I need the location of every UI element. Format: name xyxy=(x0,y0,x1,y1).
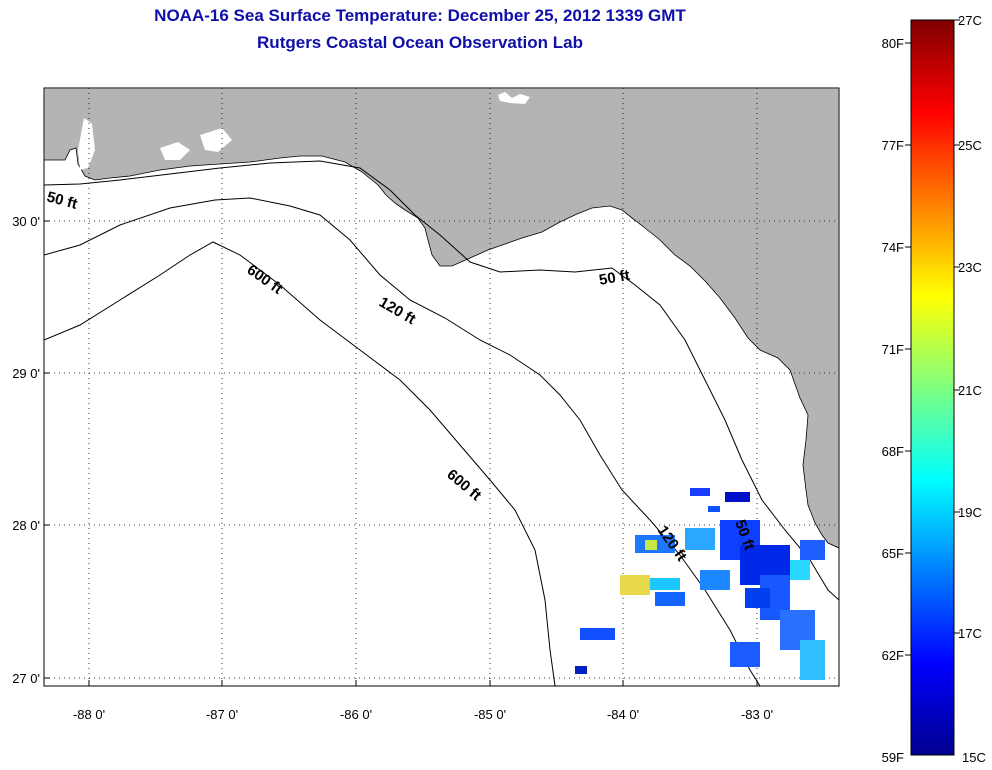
colorbar-c-label: 17C xyxy=(958,626,982,641)
contour-600ft xyxy=(44,241,556,686)
sst-data-pixels xyxy=(575,488,825,680)
bay xyxy=(160,142,190,160)
colorbar-c-label: 15C xyxy=(962,750,986,765)
lon-label: -83 0' xyxy=(741,707,773,722)
land-mass xyxy=(44,88,839,549)
colorbar-f-label: 71F xyxy=(882,342,904,357)
colorbar-f-label: 74F xyxy=(882,240,904,255)
lat-label: 28 0' xyxy=(12,518,40,533)
lat-label: 30 0' xyxy=(12,214,40,229)
colorbar-f-label: 68F xyxy=(882,444,904,459)
colorbar-c-label: 21C xyxy=(958,383,982,398)
lon-label: -86 0' xyxy=(340,707,372,722)
map-title: NOAA-16 Sea Surface Temperature: Decembe… xyxy=(154,6,686,25)
colorbar-c-label: 19C xyxy=(958,505,982,520)
colorbar-f-label: 65F xyxy=(882,546,904,561)
map-subtitle: Rutgers Coastal Ocean Observation Lab xyxy=(257,33,583,52)
contour-label: 50 ft xyxy=(598,267,631,289)
colorbar xyxy=(910,19,955,756)
lon-label: -85 0' xyxy=(474,707,506,722)
colorbar-f-label: 59F xyxy=(882,750,904,765)
inland-lake xyxy=(78,118,95,170)
lat-label: 29 0' xyxy=(12,366,40,381)
lat-label: 27 0' xyxy=(12,671,40,686)
axis-ticks xyxy=(44,220,758,686)
contour-50ft xyxy=(44,160,839,601)
lon-label: -88 0' xyxy=(73,707,105,722)
colorbar-f-label: 77F xyxy=(882,138,904,153)
lon-label: -87 0' xyxy=(206,707,238,722)
colorbar-c-label: 27C xyxy=(958,13,982,28)
colorbar-c-label: 25C xyxy=(958,138,982,153)
contour-120ft xyxy=(44,197,761,686)
colorbar-f-label: 62F xyxy=(882,648,904,663)
colorbar-c-label: 23C xyxy=(958,260,982,275)
colorbar-ticks xyxy=(905,19,960,656)
bay xyxy=(200,128,232,152)
lon-label: -84 0' xyxy=(607,707,639,722)
inland-lake xyxy=(498,92,530,104)
colorbar-f-label: 80F xyxy=(882,36,904,51)
